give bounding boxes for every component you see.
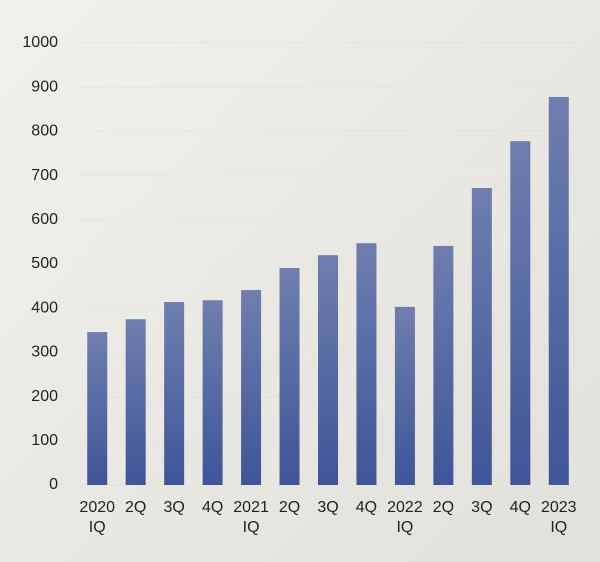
y-tick-label: 500 <box>31 255 58 272</box>
bar <box>356 243 377 485</box>
y-tick-label: 900 <box>31 78 58 95</box>
x-tick-label: IQ <box>550 519 567 536</box>
bar <box>433 245 454 485</box>
x-tick-label: 4Q <box>510 499 531 516</box>
y-tick-label: 700 <box>31 167 58 184</box>
x-tick-label: IQ <box>243 519 260 536</box>
x-tick-label: 3Q <box>471 499 492 516</box>
y-tick-label: 1000 <box>22 34 58 51</box>
bar <box>87 332 108 485</box>
bar <box>548 96 569 485</box>
bar <box>164 302 185 485</box>
x-tick-label: 4Q <box>356 499 377 516</box>
x-tick-label: 4Q <box>202 499 223 516</box>
bar <box>279 267 300 485</box>
x-tick-label: 3Q <box>163 499 184 516</box>
x-tick-label: 2Q <box>279 499 300 516</box>
y-tick-label: 0 <box>49 476 58 493</box>
bar <box>394 306 415 485</box>
bar <box>318 255 338 485</box>
x-tick-label: 2021 <box>233 499 269 516</box>
x-tick-label: 2023 <box>541 499 577 516</box>
x-tick-label: IQ <box>89 519 106 536</box>
bar <box>510 141 531 485</box>
y-tick-label: 800 <box>31 123 58 140</box>
x-tick-label: 2020 <box>79 499 115 516</box>
bar <box>471 187 492 485</box>
y-tick-label: 100 <box>31 432 58 449</box>
y-tick-label: 300 <box>31 344 58 361</box>
y-tick-label: 600 <box>31 211 58 228</box>
y-tick-label: 200 <box>31 388 58 405</box>
x-tick-label: IQ <box>396 519 413 536</box>
bar <box>241 290 262 485</box>
bar <box>125 319 146 485</box>
x-tick-label: 3Q <box>317 499 338 516</box>
x-tick-label: 2022 <box>387 499 423 516</box>
x-tick-label: 2Q <box>125 499 146 516</box>
x-tick-label: 2Q <box>433 499 454 516</box>
y-tick-label: 400 <box>31 299 58 316</box>
bar <box>202 300 223 485</box>
